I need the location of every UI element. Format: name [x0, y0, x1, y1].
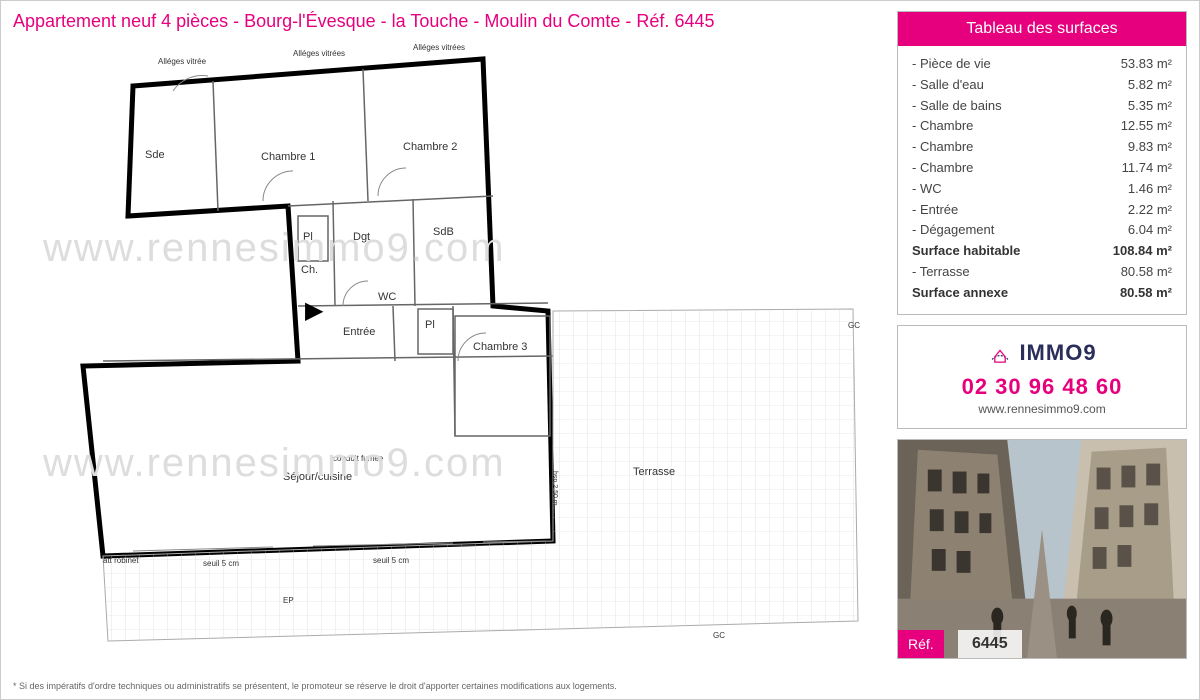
surface-area: 5.82 m² — [1128, 75, 1172, 96]
label-sde: Sde — [145, 149, 165, 161]
label-gc2: GC — [713, 631, 725, 640]
surface-row: - Salle de bains 5.35 m² — [912, 96, 1172, 117]
surface-row: - Salle d'eau 5.82 m² — [912, 75, 1172, 96]
entry-arrow-icon: ▶ — [305, 296, 323, 325]
ref-badge: Réf. — [898, 630, 944, 658]
location-photo: Réf. 6445 — [897, 439, 1187, 659]
brand-name: IMMO9 — [1019, 340, 1096, 366]
surface-label: - Salle de bains — [912, 96, 1002, 117]
surface-area: 11.74 m² — [1122, 158, 1172, 179]
label-hsp: hsp 2.50 m — [551, 471, 558, 506]
label-ch: Ch. — [301, 264, 318, 276]
phone-number: 02 30 96 48 60 — [906, 374, 1178, 400]
surface-row: Surface habitable 108.84 m² — [912, 241, 1172, 262]
label-entree: Entrée — [343, 326, 375, 338]
surface-row: - Pièce de vie 53.83 m² — [912, 54, 1172, 75]
surface-row: Surface annexe 80.58 m² — [912, 283, 1172, 304]
surface-label: - Entrée — [912, 200, 958, 221]
surface-label: Surface habitable — [912, 241, 1020, 262]
floorplan-svg — [13, 41, 883, 656]
sidebar: Tableau des surfaces - Pièce de vie 53.83… — [897, 11, 1187, 659]
surface-row: - Chambre 12.55 m² — [912, 116, 1172, 137]
surface-row: - Chambre 11.74 m² — [912, 158, 1172, 179]
surface-label: - Chambre — [912, 158, 973, 179]
label-robinet: att robinet — [103, 556, 139, 565]
surface-area: 9.83 m² — [1128, 137, 1172, 158]
label-sdb: SdB — [433, 226, 454, 238]
label-pl1: Pl — [303, 231, 313, 243]
surface-row: - Chambre 9.83 m² — [912, 137, 1172, 158]
surface-label: - Chambre — [912, 137, 973, 158]
surface-label: - Dégagement — [912, 220, 994, 241]
label-conduit: conduit fumée — [333, 454, 383, 463]
label-dgt: Dgt — [353, 231, 370, 243]
surface-area: 80.58 m² — [1121, 262, 1172, 283]
website-url: www.rennesimmo9.com — [906, 402, 1178, 416]
label-alleges3: Alléges vitrées — [413, 43, 465, 52]
label-terrasse: Terrasse — [633, 466, 675, 478]
label-alleges2: Alléges vitrées — [293, 49, 345, 58]
house-icon — [987, 340, 1013, 366]
surface-label: - Salle d'eau — [912, 75, 984, 96]
surface-label: - Pièce de vie — [912, 54, 991, 75]
surface-row: - Terrasse 80.58 m² — [912, 262, 1172, 283]
surface-area: 80.58 m² — [1120, 283, 1172, 304]
label-alleges1: Alléges vitrée — [158, 57, 206, 66]
label-seuil1: seuil 5 cm — [203, 559, 239, 568]
surface-area: 53.83 m² — [1121, 54, 1172, 75]
surfaces-table: - Pièce de vie 53.83 m² - Salle d'eau 5.82 … — [898, 46, 1186, 314]
page-title: Appartement neuf 4 pièces - Bourg-l'Éves… — [13, 11, 889, 32]
surfaces-header: Tableau des surfaces — [898, 12, 1186, 46]
surface-label: - Terrasse — [912, 262, 970, 283]
label-sejour: Séjour/cuisine — [283, 471, 352, 483]
surface-row: - WC 1.46 m² — [912, 179, 1172, 200]
surface-area: 6.04 m² — [1128, 220, 1172, 241]
surface-label: Surface annexe — [912, 283, 1008, 304]
surface-label: - WC — [912, 179, 942, 200]
label-seuil2: seuil 5 cm — [373, 556, 409, 565]
street-photo-svg — [898, 440, 1186, 658]
surface-area: 5.35 m² — [1128, 96, 1172, 117]
ref-number: 6445 — [958, 630, 1022, 658]
surface-row: - Entrée 2.22 m² — [912, 200, 1172, 221]
floorplan: Sde Chambre 1 Chambre 2 Pl Dgt SdB Ch. W… — [13, 41, 883, 656]
surface-area: 2.22 m² — [1128, 200, 1172, 221]
label-ep: EP — [283, 596, 294, 605]
label-chambre3: Chambre 3 — [473, 341, 527, 353]
surface-row: - Dégagement 6.04 m² — [912, 220, 1172, 241]
surface-area: 1.46 m² — [1128, 179, 1172, 200]
surface-area: 12.55 m² — [1121, 116, 1172, 137]
label-chambre1: Chambre 1 — [261, 151, 315, 163]
label-chambre2: Chambre 2 — [403, 141, 457, 153]
surface-label: - Chambre — [912, 116, 973, 137]
label-pl2: Pl — [425, 319, 435, 331]
disclaimer-text: * Si des impératifs d'ordre techniques o… — [13, 681, 617, 691]
surface-area: 108.84 m² — [1113, 241, 1172, 262]
brand-logo: IMMO9 — [906, 340, 1178, 366]
contact-panel: IMMO9 02 30 96 48 60 www.rennesimmo9.com — [897, 325, 1187, 429]
label-gc1: GC — [848, 321, 860, 330]
label-wc: WC — [378, 291, 396, 303]
surfaces-panel: Tableau des surfaces - Pièce de vie 53.83… — [897, 11, 1187, 315]
